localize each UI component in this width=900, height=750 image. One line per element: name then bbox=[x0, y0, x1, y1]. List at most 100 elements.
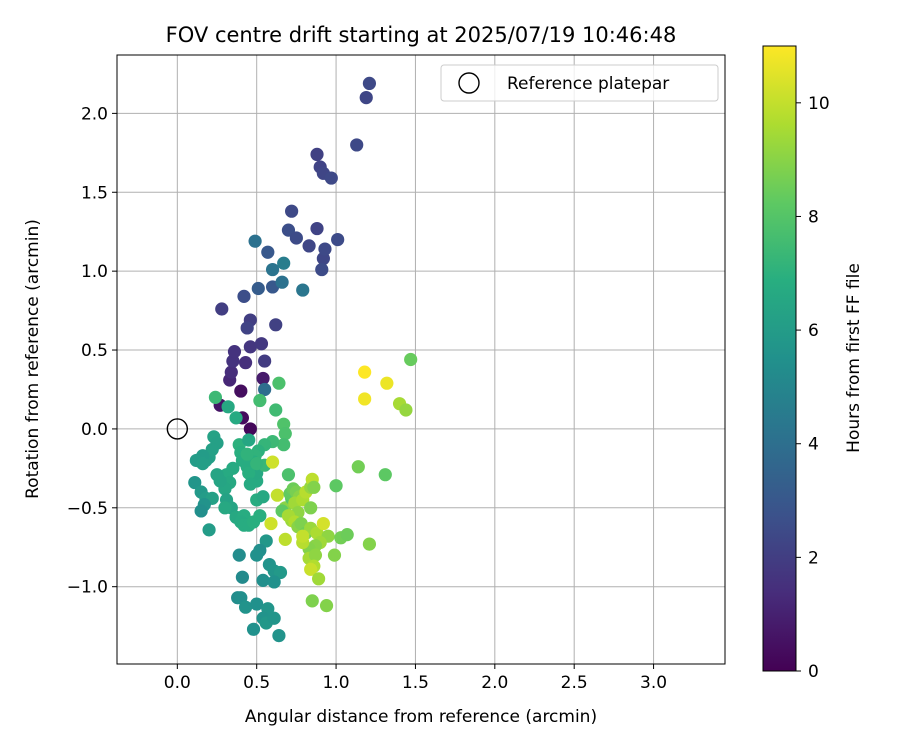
reference-platepar-marker bbox=[166, 418, 189, 440]
data-point bbox=[269, 318, 283, 332]
y-tick-label: 1.0 bbox=[81, 262, 108, 282]
colorbar: 0 2 4 6 8 10 Hours from first FF file bbox=[762, 45, 864, 682]
data-point bbox=[404, 352, 418, 367]
data-point bbox=[275, 275, 289, 289]
legend-reference-marker-icon bbox=[458, 72, 480, 94]
x-tick-label: 0.0 bbox=[164, 673, 191, 693]
data-point bbox=[351, 460, 365, 474]
data-point bbox=[270, 488, 284, 502]
legend-box bbox=[440, 64, 719, 102]
x-tick-label: 2.5 bbox=[561, 673, 588, 693]
y-tick-label: 2.0 bbox=[81, 104, 108, 124]
data-point bbox=[234, 384, 248, 398]
data-point bbox=[237, 289, 251, 303]
colorbar-tick-label: 0 bbox=[808, 662, 819, 682]
data-point bbox=[243, 340, 257, 354]
data-point bbox=[319, 599, 334, 613]
data-point bbox=[308, 548, 323, 562]
data-point bbox=[273, 565, 288, 580]
data-point bbox=[329, 479, 343, 493]
colorbar-label: Hours from first FF file bbox=[844, 263, 864, 453]
data-point bbox=[229, 411, 243, 425]
x-tick-label: 1.5 bbox=[402, 673, 429, 693]
data-point bbox=[327, 548, 342, 562]
data-point bbox=[243, 477, 257, 491]
data-point bbox=[272, 629, 286, 643]
data-point bbox=[253, 509, 267, 523]
data-point bbox=[221, 400, 235, 414]
x-axis-label: Angular distance from reference (arcmin) bbox=[245, 707, 597, 727]
colorbar-ticks: 0 2 4 6 8 10 bbox=[796, 94, 830, 682]
data-point bbox=[208, 390, 223, 404]
data-point bbox=[399, 403, 413, 417]
colorbar-tick-label: 10 bbox=[808, 94, 830, 114]
data-point bbox=[380, 376, 394, 390]
y-axis-label: Rotation from reference (arcmin) bbox=[23, 219, 43, 499]
data-point bbox=[240, 447, 254, 461]
y-tick-label: 0.5 bbox=[81, 341, 108, 361]
data-point bbox=[304, 562, 318, 576]
data-point bbox=[196, 457, 210, 471]
data-point bbox=[296, 529, 310, 543]
data-point bbox=[261, 245, 275, 259]
colorbar-tick-label: 6 bbox=[808, 321, 819, 341]
data-point bbox=[238, 600, 253, 614]
x-tick-label: 1.0 bbox=[323, 673, 350, 693]
data-point bbox=[285, 204, 299, 218]
colorbar-gradient bbox=[762, 45, 797, 672]
data-point bbox=[267, 575, 281, 589]
data-point bbox=[250, 548, 264, 562]
data-point bbox=[256, 490, 270, 504]
colorbar-tick-label: 2 bbox=[808, 548, 819, 568]
data-point bbox=[310, 147, 324, 161]
data-point bbox=[259, 534, 273, 548]
data-point bbox=[318, 242, 332, 256]
y-axis-ticks: −1.0 −0.5 0.0 0.5 1.0 1.5 2.0 bbox=[67, 104, 117, 598]
y-tick-label: −1.0 bbox=[67, 578, 108, 598]
y-tick-label: 0.0 bbox=[81, 420, 108, 440]
data-point bbox=[215, 302, 229, 316]
data-point bbox=[240, 321, 254, 335]
y-tick-label: 1.5 bbox=[81, 183, 108, 203]
y-tick-label: −0.5 bbox=[67, 499, 108, 519]
x-axis-ticks: 0.0 0.5 1.0 1.5 2.0 2.5 3.0 bbox=[164, 664, 667, 693]
data-point bbox=[258, 382, 272, 397]
data-point bbox=[248, 234, 262, 248]
data-point bbox=[246, 622, 261, 636]
data-point bbox=[258, 354, 272, 368]
data-point bbox=[269, 403, 283, 417]
colorbar-tick-label: 4 bbox=[808, 435, 819, 455]
legend-entry-label: Reference platepar bbox=[507, 74, 669, 94]
data-point bbox=[265, 262, 280, 277]
data-point bbox=[340, 528, 354, 542]
grid-lines bbox=[117, 55, 725, 664]
data-point bbox=[188, 475, 202, 490]
data-point bbox=[296, 283, 310, 297]
data-point bbox=[264, 516, 278, 531]
data-point bbox=[250, 457, 264, 471]
data-point bbox=[256, 573, 270, 587]
data-point bbox=[227, 345, 242, 359]
data-point bbox=[232, 548, 246, 562]
data-points bbox=[188, 76, 418, 643]
data-point bbox=[202, 523, 216, 537]
x-tick-label: 3.0 bbox=[640, 673, 667, 693]
legend: Reference platepar bbox=[440, 64, 719, 102]
data-point bbox=[350, 138, 364, 152]
data-point bbox=[267, 611, 281, 625]
data-point bbox=[281, 468, 296, 482]
data-point bbox=[272, 376, 286, 390]
data-point bbox=[315, 262, 329, 277]
data-point bbox=[210, 468, 224, 482]
data-point bbox=[254, 337, 269, 351]
data-point bbox=[378, 468, 392, 482]
data-point bbox=[256, 371, 270, 386]
data-point bbox=[358, 365, 372, 379]
data-point bbox=[238, 356, 253, 370]
data-point bbox=[277, 438, 291, 452]
data-point bbox=[242, 466, 256, 480]
data-point bbox=[242, 433, 256, 447]
data-point bbox=[359, 90, 373, 105]
data-point bbox=[278, 532, 292, 546]
